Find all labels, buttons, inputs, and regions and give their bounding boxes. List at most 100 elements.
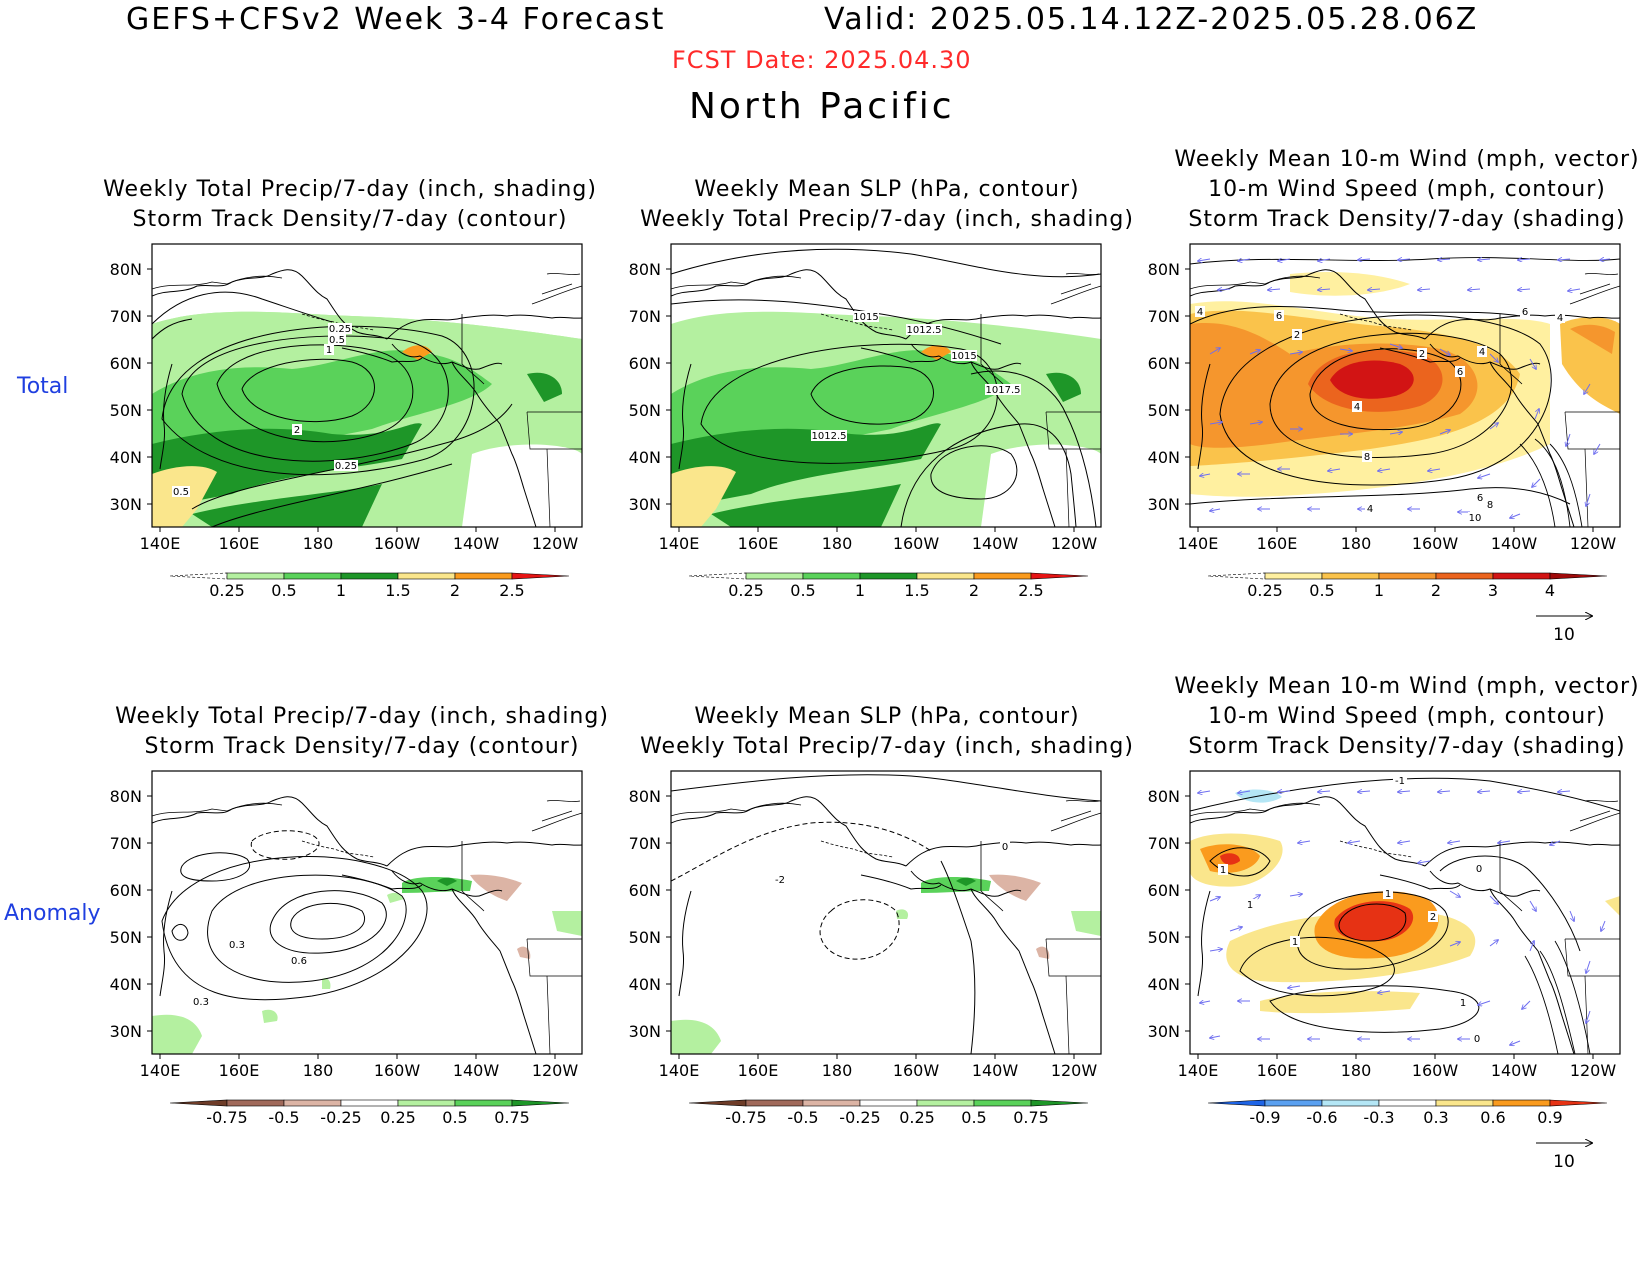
title-total-precip: Weekly Total Precip/7-day (inch, shading… — [103, 177, 597, 232]
colorbar-label: 2.5 — [499, 581, 524, 600]
colorbar-label: 1.5 — [904, 581, 929, 600]
colorbar-label: -0.75 — [206, 1108, 247, 1127]
colorbar-segment — [1492, 1099, 1551, 1107]
lat-tick-label: 60N — [1148, 354, 1180, 373]
colorbar-segment — [454, 572, 513, 580]
colorbar-segment — [1549, 572, 1608, 580]
colorbar-label: -0.75 — [725, 1108, 766, 1127]
colorbar-label: -0.5 — [787, 1108, 818, 1127]
title-total-wind: Weekly Mean 10-m Wind (mph, vector) 10-m … — [1174, 147, 1640, 232]
row-label-anomaly: Anomaly — [4, 901, 101, 926]
contour-label: 8 — [1487, 500, 1493, 511]
colorbar-label: 0.25 — [1247, 581, 1283, 600]
lon-tick-label: 140W — [453, 1061, 500, 1080]
lon-tick-label: 140W — [972, 534, 1019, 553]
lat-tick-label: 50N — [1148, 928, 1180, 947]
contour-label: 0.25 — [329, 324, 351, 335]
lon-tick-label: 140E — [140, 534, 181, 553]
lon-tick-label: 140E — [659, 1061, 700, 1080]
colorbar-segment — [1030, 572, 1089, 580]
contour-label: 4 — [1197, 307, 1203, 318]
lon-tick-label: 120W — [1051, 1061, 1098, 1080]
lon-tick-label: 180 — [1341, 534, 1372, 553]
contour-label: 1 — [1220, 865, 1226, 876]
lat-tick-label: 70N — [110, 834, 142, 853]
contour-label: 2 — [1294, 330, 1300, 341]
lat-tick-label: 70N — [629, 834, 661, 853]
colorbar-segment — [1321, 1099, 1380, 1107]
lon-tick-label: 160W — [893, 534, 940, 553]
lon-tick-label: 160E — [1257, 1061, 1298, 1080]
contour-label: 6 — [1477, 493, 1483, 504]
colorbar-label: 2 — [969, 581, 979, 600]
title-anom-slp: Weekly Mean SLP (hPa, contour) Weekly Tot… — [640, 704, 1134, 759]
lon-tick-label: 180 — [303, 1061, 334, 1080]
lat-tick-label: 70N — [1148, 307, 1180, 326]
colorbar-anom-precip: -0.75 -0.5 -0.25 0.25 0.5 0.75 — [688, 1099, 1089, 1127]
colorbar-segment — [283, 1099, 342, 1107]
colorbar-label: 1 — [336, 581, 346, 600]
contour-label: 8 — [1364, 452, 1370, 463]
lon-tick-label: 140E — [659, 534, 700, 553]
lat-tick-label: 60N — [110, 354, 142, 373]
lon-tick-label: 120W — [532, 1061, 579, 1080]
contour-label: 0.6 — [291, 956, 307, 967]
lat-tick-label: 50N — [629, 401, 661, 420]
contour-label: 4 — [1354, 402, 1360, 413]
contour-label: 1015 — [853, 312, 878, 323]
lon-tick-label: 120W — [1051, 534, 1098, 553]
colorbar-label: -0.25 — [839, 1108, 880, 1127]
lon-tick-label: 120W — [1570, 1061, 1617, 1080]
colorbar-segment — [802, 1099, 861, 1107]
colorbar-total-precip: 0.25 0.5 1 1.5 2 2.5 — [169, 572, 570, 600]
colorbar-segment — [973, 1099, 1032, 1107]
lat-tick-label: 80N — [1148, 260, 1180, 279]
lon-tick-label: 160E — [738, 534, 779, 553]
lat-tick-label: 70N — [629, 307, 661, 326]
colorbar-segment — [745, 572, 804, 580]
colorbar-segment — [340, 1099, 399, 1107]
forecast-date: FCST Date: 2025.04.30 — [672, 46, 972, 74]
colorbar-label: 0.5 — [1309, 581, 1334, 600]
contour-label: 0.3 — [229, 940, 245, 951]
colorbar-segment — [802, 572, 861, 580]
lat-tick-label: 50N — [110, 928, 142, 947]
colorbar-label: 0.5 — [271, 581, 296, 600]
colorbar-label: 3 — [1488, 581, 1498, 600]
contour-label: 0.5 — [173, 487, 189, 498]
contour-label: -2 — [775, 875, 785, 886]
colorbar-segment — [1378, 1099, 1437, 1107]
lon-tick-label: 180 — [822, 1061, 853, 1080]
contour-label: 2 — [1419, 349, 1425, 360]
contour-label: 0.25 — [335, 461, 357, 472]
lon-tick-label: 160E — [738, 1061, 779, 1080]
lat-tick-label: 80N — [629, 260, 661, 279]
colorbar-segment — [1435, 1099, 1494, 1107]
lon-tick-label: 160W — [1412, 1061, 1459, 1080]
map-total-wind: 4 6 2 2 4 6 4 8 6 8 4 10 6 4 — [1189, 243, 1621, 528]
colorbar-segment — [745, 1099, 804, 1107]
colorbar-label: -0.3 — [1363, 1108, 1394, 1127]
map-total-slp: 1015 1012.5 1015 1017.5 1012.5 — [670, 243, 1102, 528]
colorbar-segment — [1264, 1099, 1323, 1107]
colorbar-total-storm: 0.25 0.5 1 2 3 4 — [1207, 572, 1608, 600]
colorbar-label: -0.5 — [268, 1108, 299, 1127]
lon-tick-label: 140E — [1178, 534, 1219, 553]
contour-label: 1 — [1460, 998, 1466, 1009]
contour-label: -1 — [1395, 776, 1405, 787]
colorbar-segment — [688, 572, 747, 580]
lat-tick-label: 60N — [629, 354, 661, 373]
colorbar-label: 0.9 — [1537, 1108, 1562, 1127]
lon-tick-label: 160E — [219, 1061, 260, 1080]
lon-tick-label: 120W — [1570, 534, 1617, 553]
lon-tick-label: 140W — [453, 534, 500, 553]
colorbar-segment — [511, 1099, 570, 1107]
lat-tick-label: 80N — [110, 787, 142, 806]
lat-tick-label: 30N — [1148, 495, 1180, 514]
contour-label: 1 — [326, 345, 332, 356]
colorbar-segment — [511, 572, 570, 580]
colorbar-segment — [1321, 572, 1380, 580]
colorbar-anom-storm: -0.9 -0.6 -0.3 0.3 0.6 0.9 — [1207, 1099, 1608, 1127]
lon-tick-label: 120W — [532, 534, 579, 553]
colorbar-segment — [454, 1099, 513, 1107]
